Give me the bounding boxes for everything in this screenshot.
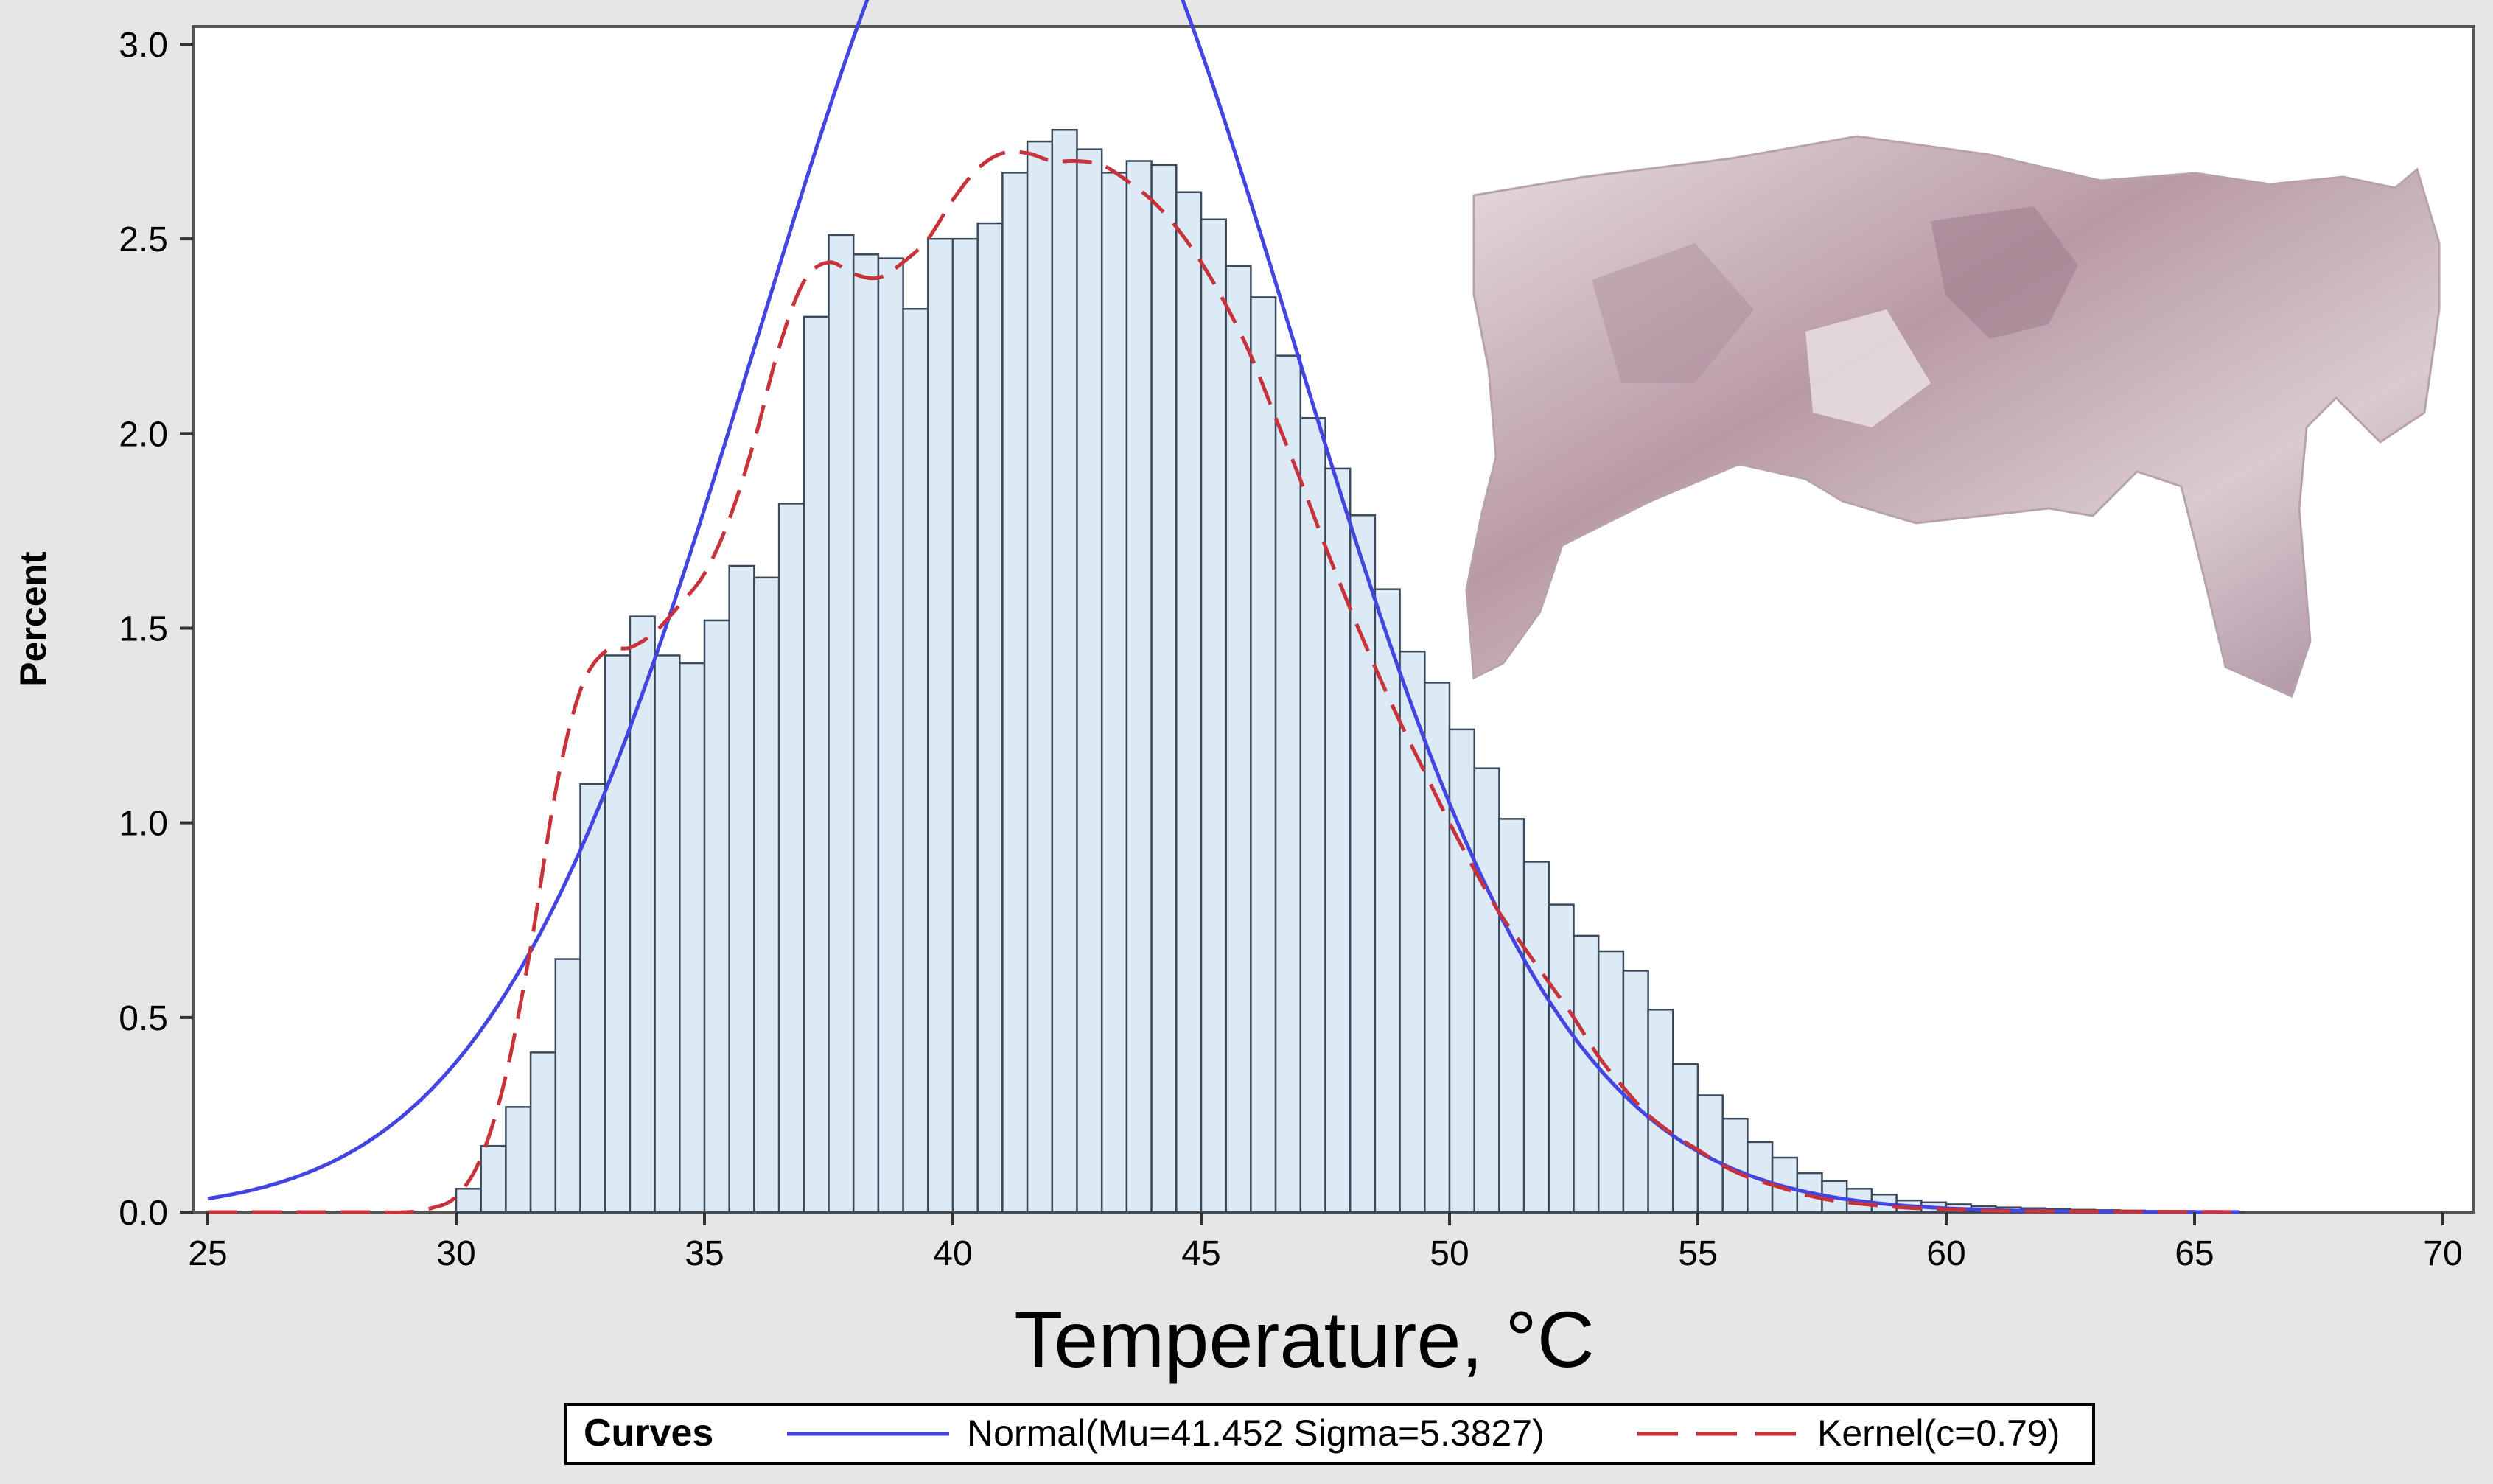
x-tick-label: 40 (933, 1234, 972, 1273)
histogram-bar (1001, 172, 1029, 1214)
histogram-bar (1522, 861, 1550, 1214)
y-axis-label: Percent (13, 551, 54, 687)
x-tick-label: 25 (188, 1234, 227, 1273)
histogram-bar (629, 615, 656, 1214)
y-tick-label: 0.0 (119, 1194, 168, 1233)
histogram-bar (529, 1051, 557, 1214)
histogram-bar (1274, 354, 1302, 1214)
x-tick-label: 55 (1678, 1234, 1717, 1273)
histogram-bar (1076, 148, 1103, 1214)
x-tick-label: 35 (685, 1234, 724, 1273)
histogram-bar (1573, 934, 1600, 1214)
legend: Curves Normal(Mu=41.452 Sigma=5.3827) Ke… (564, 1403, 2095, 1465)
x-axis-ticks: 25 30 35 40 45 50 55 60 65 70 (188, 1212, 2463, 1273)
curves-group (207, 0, 2245, 1214)
histogram-bar (803, 315, 830, 1214)
histogram-bar (1299, 416, 1326, 1214)
histogram-bar (828, 234, 855, 1214)
legend-title: Curves (584, 1412, 713, 1455)
histogram-bar (1448, 728, 1475, 1214)
histogram-bar (1125, 160, 1153, 1214)
bars-group (455, 128, 2245, 1214)
histogram-bar (1548, 903, 1575, 1214)
y-tick-label: 1.5 (119, 610, 168, 649)
histogram-bar (927, 237, 954, 1214)
histogram-bar (505, 1106, 532, 1214)
histogram-bar (1026, 140, 1054, 1214)
x-tick-label: 45 (1181, 1234, 1220, 1273)
histogram-bar (1324, 467, 1352, 1214)
histogram-bar (1498, 818, 1525, 1214)
histogram-bar (1424, 682, 1451, 1214)
y-axis-ticks: 0.0 0.5 1.0 1.5 2.0 2.5 3.0 (119, 26, 193, 1233)
histogram-bar (654, 654, 681, 1214)
histogram-bar (579, 783, 606, 1214)
legend-label-normal: Normal(Mu=41.452 Sigma=5.3827) (967, 1413, 1545, 1454)
histogram-bar (777, 503, 805, 1214)
histogram-bar (1200, 218, 1227, 1214)
y-tick-label: 2.5 (119, 220, 168, 259)
histogram-bar (976, 222, 1004, 1214)
histogram-bar (852, 253, 880, 1214)
x-tick-label: 50 (1430, 1234, 1469, 1273)
x-tick-label: 70 (2423, 1234, 2462, 1273)
y-tick-label: 2.0 (119, 415, 168, 454)
carcass-leg-shading (1592, 243, 1754, 383)
histogram-bar (1374, 588, 1401, 1214)
legend-label-kernel: Kernel(c=0.79) (1817, 1413, 2060, 1454)
histogram-bar (554, 958, 581, 1214)
histogram-bar (877, 257, 904, 1214)
carcass-silhouette (1465, 135, 2441, 699)
histogram-bar (1051, 128, 1078, 1214)
x-tick-label: 30 (436, 1234, 475, 1273)
histogram-bar (951, 237, 979, 1214)
histogram-bar (1647, 1009, 1674, 1214)
histogram-bar (455, 1188, 482, 1214)
histogram-bar (480, 1144, 507, 1214)
x-tick-label: 60 (1926, 1234, 1965, 1273)
x-axis-label: Temperature, °C (1014, 1295, 1594, 1384)
kernel-curve (207, 150, 2245, 1214)
histogram-bar (1150, 164, 1178, 1214)
carcass-rib-shading (1931, 206, 2078, 339)
histogram-bar (1473, 767, 1500, 1214)
histogram-bar (728, 564, 755, 1214)
x-tick-label: 65 (2175, 1234, 2214, 1273)
y-tick-label: 0.5 (119, 999, 168, 1038)
normal-curve (207, 0, 2239, 1214)
histogram-bar (1175, 191, 1203, 1214)
histogram-bar (703, 619, 730, 1214)
y-tick-label: 1.0 (119, 805, 168, 844)
histogram-bar (1349, 514, 1377, 1214)
histogram-bar (1250, 296, 1277, 1214)
histogram-bar (1100, 172, 1128, 1214)
carcass-highlight (1805, 309, 1931, 427)
histogram-bar (902, 308, 929, 1214)
histogram-bar (1225, 265, 1252, 1214)
inset-thermal-image (1465, 135, 2441, 699)
y-tick-label: 3.0 (119, 26, 168, 65)
histogram-bar (679, 662, 706, 1214)
histogram-bar (753, 576, 780, 1214)
